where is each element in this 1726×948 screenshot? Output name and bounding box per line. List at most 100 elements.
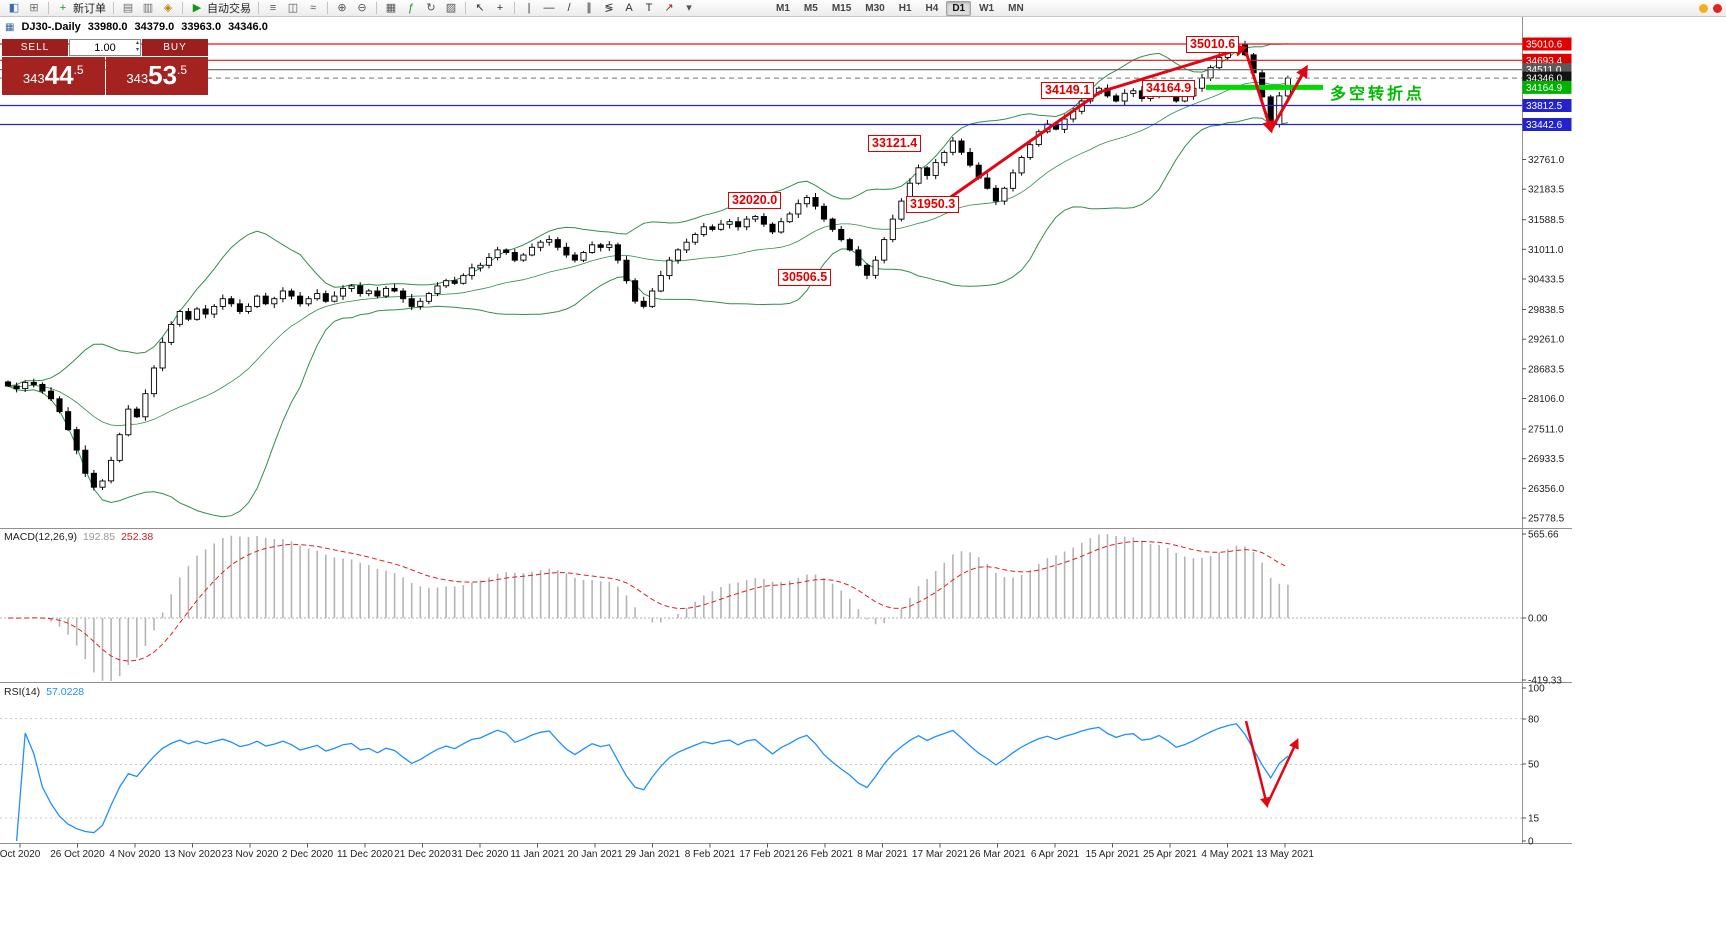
- market-watch-icon: ▤: [122, 1, 134, 14]
- svg-text:31 Dec 2020: 31 Dec 2020: [452, 849, 509, 860]
- alert-status-icon: [1699, 3, 1708, 13]
- profile-icon[interactable]: ⊞: [24, 1, 44, 16]
- svg-text:100: 100: [1528, 684, 1545, 695]
- buy-price-button[interactable]: 343 53.5: [105, 57, 208, 95]
- arrow-tool-icon: ↗: [664, 1, 674, 14]
- line-chart-icon[interactable]: ≈: [303, 1, 323, 16]
- cursor-icon[interactable]: ↖: [470, 1, 490, 16]
- volume-down-icon[interactable]: ▾: [135, 47, 139, 53]
- text-icon[interactable]: A: [619, 1, 639, 16]
- horizontal-line-icon[interactable]: —: [539, 1, 559, 16]
- svg-text:34511.0: 34511.0: [1526, 65, 1562, 76]
- svg-text:8 Mar 2021: 8 Mar 2021: [857, 849, 908, 860]
- svg-text:15: 15: [1528, 814, 1540, 825]
- macd-label: MACD(12,26,9) 192.85 252.38: [4, 531, 153, 543]
- svg-text:17 Feb 2021: 17 Feb 2021: [739, 849, 796, 860]
- svg-text:4 Nov 2020: 4 Nov 2020: [109, 849, 161, 860]
- label-icon[interactable]: T: [639, 1, 659, 16]
- svg-text:26 Oct 2020: 26 Oct 2020: [50, 849, 105, 860]
- macd-main-value: 192.85: [82, 531, 116, 543]
- vertical-line-icon[interactable]: |: [519, 1, 539, 16]
- auto-trading-button-label: 自动交易: [207, 3, 251, 15]
- sell-price-button[interactable]: 343 44.5: [2, 57, 105, 95]
- bollinger-bands: [7, 43, 1289, 518]
- trendline-icon[interactable]: /: [559, 1, 579, 16]
- svg-text:25 Apr 2021: 25 Apr 2021: [1143, 849, 1197, 860]
- buy-price-fraction: .5: [177, 63, 188, 77]
- svg-text:32183.5: 32183.5: [1528, 185, 1565, 196]
- price-annotation-label: 33121.4: [868, 135, 922, 152]
- rebound-arrow: [1269, 64, 1308, 131]
- bar-chart-icon[interactable]: ≡: [263, 1, 283, 16]
- label-icon: T: [645, 1, 653, 14]
- volume-spinner[interactable]: ▴ ▾: [136, 40, 139, 54]
- svg-text:0.00: 0.00: [1528, 614, 1548, 625]
- high-value: 34379.0: [134, 21, 175, 33]
- low-value: 33963.0: [181, 21, 222, 33]
- close-value: 34346.0: [228, 21, 268, 33]
- timeframe-m30-button[interactable]: M30: [865, 2, 885, 14]
- timeframe-d1-button[interactable]: D1: [946, 0, 972, 16]
- chart-icon: ◧: [8, 1, 20, 14]
- text-icon: A: [625, 1, 633, 14]
- arrow-tool-icon[interactable]: ↗: [659, 1, 679, 16]
- svg-text:17 Mar 2021: 17 Mar 2021: [912, 849, 969, 860]
- price-axis[interactable]: 32761.0 32183.5 31588.5 31011.0 30433.5 29838…: [1522, 37, 1572, 848]
- svg-text:20 Jan 2021: 20 Jan 2021: [567, 849, 622, 860]
- svg-text:4 May 2021: 4 May 2021: [1201, 849, 1254, 860]
- sell-price-prefix: 343: [22, 71, 45, 86]
- sell-button[interactable]: SELL: [2, 39, 68, 56]
- channel-icon[interactable]: ∥: [579, 1, 599, 16]
- auto-trading-button[interactable]: ▶ 自动交易: [187, 1, 254, 16]
- time-axis[interactable]: Oct 2020 26 Oct 2020 4 Nov 2020 13 Nov 2020…: [0, 843, 1314, 861]
- svg-text:2 Dec 2020: 2 Dec 2020: [282, 849, 334, 860]
- buy-price-prefix: 343: [126, 71, 149, 86]
- period-icon[interactable]: ↻: [421, 1, 441, 16]
- zoom-out-icon[interactable]: ⊖: [352, 1, 372, 16]
- fibonacci-icon[interactable]: ≶: [599, 1, 619, 16]
- toolbar-separator: [258, 2, 259, 14]
- shapes-dropdown-icon[interactable]: ▾: [679, 1, 699, 16]
- svg-text:0: 0: [1528, 837, 1534, 848]
- timeframe-mn-button[interactable]: MN: [1008, 2, 1024, 14]
- svg-text:15 Apr 2021: 15 Apr 2021: [1086, 849, 1140, 860]
- toolbar-separator: [182, 2, 183, 14]
- chart-icon[interactable]: ◧: [4, 1, 24, 16]
- svg-text:25778.5: 25778.5: [1528, 514, 1565, 525]
- svg-text:6 Apr 2021: 6 Apr 2021: [1031, 849, 1080, 860]
- price-annotation-label: 34149.1: [1041, 82, 1095, 99]
- buy-button[interactable]: BUY: [142, 39, 208, 56]
- timeframe-w1-button[interactable]: W1: [979, 2, 995, 14]
- indicators-icon[interactable]: ƒ: [401, 1, 421, 16]
- timeframe-m15-button[interactable]: M15: [831, 2, 852, 14]
- timeframe-m1-button[interactable]: M1: [776, 2, 790, 14]
- toolbar-separator: [48, 2, 49, 14]
- new-order-button[interactable]: + 新订单: [53, 1, 109, 16]
- zoom-in-icon[interactable]: ⊕: [332, 1, 352, 16]
- navigator-icon[interactable]: ◈: [158, 1, 178, 16]
- timeframe-h1-button[interactable]: H1: [898, 2, 912, 14]
- volume-up-icon[interactable]: ▴: [135, 40, 139, 46]
- toolbar: ◧ ⊞ + 新订单 ▤ ▥ ◈ ▶ 自动交易 ≡ ◫ ≈ ⊕ ⊖ ▦ ƒ ↻ ▨ ↖ + | — / ∥ ≶ A T ↗ ▾ M1 M5 M1…: [0, 0, 1726, 17]
- crosshair-icon: +: [496, 1, 504, 14]
- shapes-dropdown-icon: ▾: [686, 1, 692, 14]
- tile-windows-icon[interactable]: ▦: [381, 1, 401, 16]
- volume-field[interactable]: 1.00 ▴ ▾: [69, 39, 141, 56]
- svg-text:Oct 2020: Oct 2020: [0, 849, 41, 860]
- template-icon[interactable]: ▨: [441, 1, 461, 16]
- data-window-icon[interactable]: ▥: [138, 1, 158, 16]
- new-order-icon: +: [59, 1, 67, 14]
- svg-text:26 Mar 2021: 26 Mar 2021: [969, 849, 1026, 860]
- market-watch-icon[interactable]: ▤: [118, 1, 138, 16]
- zoom-in-icon: ⊕: [337, 1, 347, 14]
- bar-chart-icon: ≡: [269, 1, 277, 14]
- timeframe-h4-button[interactable]: H4: [925, 2, 939, 14]
- timeframe-m5-button[interactable]: M5: [803, 2, 818, 14]
- candlestick-chart-icon[interactable]: ◫: [283, 1, 303, 16]
- svg-text:11 Jan 2021: 11 Jan 2021: [510, 849, 565, 860]
- chart-symbol-icon: ▦: [5, 21, 15, 33]
- crosshair-icon[interactable]: +: [490, 1, 510, 16]
- navigator-icon: ◈: [163, 1, 173, 14]
- svg-text:30433.5: 30433.5: [1528, 275, 1565, 286]
